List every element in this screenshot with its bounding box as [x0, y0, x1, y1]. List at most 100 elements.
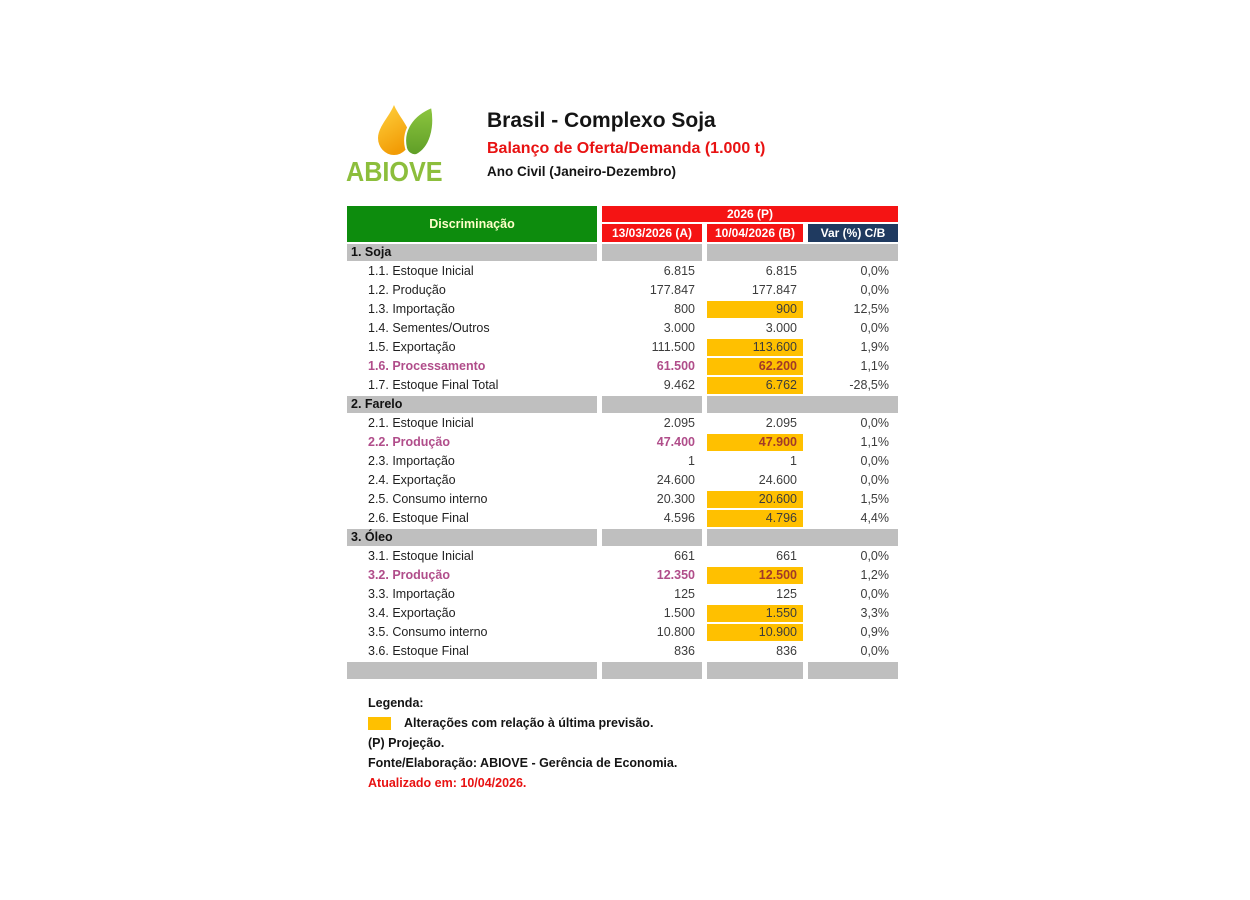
value-a: 6.815 — [663, 264, 695, 278]
value-b: 24.600 — [758, 473, 797, 487]
value-b: 62.200 — [707, 358, 803, 375]
section-spacer-bv — [707, 396, 898, 413]
row-label: 2.4. Exportação — [368, 473, 456, 487]
row-label: 3.4. Exportação — [368, 606, 456, 620]
section-spacer-a — [602, 244, 702, 261]
value-b: 4.796 — [707, 510, 803, 527]
value-var: 0,0% — [860, 264, 890, 278]
table-row: 1.5. Exportação 111.500 113.600 1,9% — [347, 339, 898, 356]
table-row: 2.6. Estoque Final 4.596 4.796 4,4% — [347, 510, 898, 527]
table-row: 2.4. Exportação 24.600 24.600 0,0% — [347, 472, 898, 489]
value-b: 113.600 — [707, 339, 803, 356]
header-col-b: 10/04/2026 (B) — [707, 224, 803, 242]
row-label: 3.5. Consumo interno — [368, 625, 488, 639]
table-row: 1.3. Importação 800 900 12,5% — [347, 301, 898, 318]
table-row: 2.3. Importação 1 1 0,0% — [347, 453, 898, 470]
value-var: 0,0% — [860, 587, 890, 601]
value-a: 20.300 — [656, 492, 695, 506]
table-row: 2.1. Estoque Inicial 2.095 2.095 0,0% — [347, 415, 898, 432]
value-b: 125 — [776, 587, 797, 601]
value-var: 0,0% — [860, 283, 890, 297]
value-a: 125 — [674, 587, 695, 601]
value-a: 111.500 — [651, 340, 695, 354]
section-title: 1. Soja — [347, 244, 597, 261]
value-a: 800 — [674, 302, 695, 316]
header-col-a: 13/03/2026 (A) — [602, 224, 702, 242]
value-b: 3.000 — [765, 321, 797, 335]
value-b: 900 — [707, 301, 803, 318]
section-row: 2. Farelo — [347, 396, 898, 413]
section-title: 3. Óleo — [347, 529, 597, 546]
row-label: 1.3. Importação — [368, 302, 455, 316]
section-row: 1. Soja — [347, 244, 898, 261]
value-a: 1 — [688, 454, 695, 468]
section-spacer-bv — [707, 244, 898, 261]
value-var: -28,5% — [849, 378, 889, 392]
table-row: 3.5. Consumo interno 10.800 10.900 0,9% — [347, 624, 898, 641]
table-row: 2.5. Consumo interno 20.300 20.600 1,5% — [347, 491, 898, 508]
value-var: 0,0% — [860, 321, 890, 335]
legend-title: Legenda: — [368, 696, 424, 710]
value-var: 1,1% — [860, 359, 890, 373]
row-label: 2.1. Estoque Inicial — [368, 416, 474, 430]
value-var: 12,5% — [853, 302, 889, 316]
footer-bar-b — [707, 662, 803, 679]
value-a: 10.800 — [656, 625, 695, 639]
legend-projection-note: (P) Projeção. — [368, 736, 445, 750]
value-a: 1.500 — [663, 606, 695, 620]
value-a: 661 — [674, 549, 695, 563]
value-var: 0,0% — [860, 454, 890, 468]
value-var: 4,4% — [860, 511, 890, 525]
legend-updated: Atualizado em: 10/04/2026. — [368, 776, 527, 790]
row-label: 1.6. Processamento — [368, 359, 486, 373]
row-label: 1.4. Sementes/Outros — [368, 321, 490, 335]
highlight-swatch-icon — [368, 716, 391, 730]
table-row: 1.1. Estoque Inicial 6.815 6.815 0,0% — [347, 263, 898, 280]
table-footer-bar — [347, 662, 898, 679]
row-label: 1.2. Produção — [368, 283, 446, 297]
section-spacer-bv — [707, 529, 898, 546]
value-b: 1 — [790, 454, 797, 468]
drop-leaf-icon — [378, 105, 435, 156]
value-var: 0,0% — [860, 644, 890, 658]
table-body: 1. Soja 1.1. Estoque Inicial 6.815 6.815 0,0… — [347, 244, 898, 679]
value-var: 1,5% — [860, 492, 890, 506]
value-a: 9.462 — [663, 378, 695, 392]
row-label: 3.6. Estoque Final — [368, 644, 469, 658]
header-col-var: Var (%) C/B — [808, 224, 898, 242]
row-label: 2.3. Importação — [368, 454, 455, 468]
value-a: 24.600 — [656, 473, 695, 487]
table-row: 1.6. Processamento 61.500 62.200 1,1% — [347, 358, 898, 375]
value-b: 661 — [776, 549, 797, 563]
table-row: 2.2. Produção 47.400 47.900 1,1% — [347, 434, 898, 451]
title-block: Brasil - Complexo Soja Balanço de Oferta… — [487, 110, 765, 179]
footer-bar-label — [347, 662, 597, 679]
page-title: Brasil - Complexo Soja — [487, 109, 716, 132]
footer-bar-a — [602, 662, 702, 679]
value-var: 0,0% — [860, 473, 890, 487]
value-a: 3.000 — [663, 321, 695, 335]
value-b: 20.600 — [707, 491, 803, 508]
value-a: 61.500 — [656, 359, 695, 373]
legend: Legenda: Alterações com relação à última… — [368, 693, 677, 793]
value-a: 177.847 — [649, 283, 695, 297]
table-row: 3.3. Importação 125 125 0,0% — [347, 586, 898, 603]
legend-source: Fonte/Elaboração: ABIOVE - Gerência de E… — [368, 756, 678, 770]
value-b: 1.550 — [707, 605, 803, 622]
legend-highlight-note: Alterações com relação à última previsão… — [404, 716, 654, 730]
value-b: 47.900 — [707, 434, 803, 451]
value-var: 0,0% — [860, 549, 890, 563]
table-row: 1.7. Estoque Final Total 9.462 6.762 -28,5% — [347, 377, 898, 394]
value-var: 0,0% — [860, 416, 890, 430]
row-label: 2.2. Produção — [368, 435, 450, 449]
section-row: 3. Óleo — [347, 529, 898, 546]
table-row: 3.1. Estoque Inicial 661 661 0,0% — [347, 548, 898, 565]
page-period: Ano Civil (Janeiro-Dezembro) — [487, 164, 677, 179]
row-label: 2.5. Consumo interno — [368, 492, 488, 506]
page-subtitle: Balanço de Oferta/Demanda (1.000 t) — [487, 140, 766, 157]
value-var: 0,9% — [860, 625, 890, 639]
table-row: 1.2. Produção 177.847 177.847 0,0% — [347, 282, 898, 299]
section-spacer-a — [602, 396, 702, 413]
table-row: 3.6. Estoque Final 836 836 0,0% — [347, 643, 898, 660]
value-var: 1,9% — [860, 340, 890, 354]
